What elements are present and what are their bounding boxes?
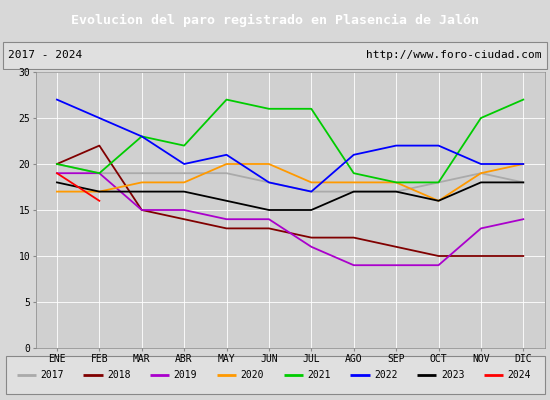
Text: 2022: 2022 — [374, 370, 398, 380]
Text: 2017 - 2024: 2017 - 2024 — [8, 50, 82, 60]
Text: 2019: 2019 — [174, 370, 197, 380]
Text: 2020: 2020 — [240, 370, 264, 380]
Text: Evolucion del paro registrado en Plasencia de Jalón: Evolucion del paro registrado en Plasenc… — [71, 14, 479, 26]
Text: 2021: 2021 — [307, 370, 331, 380]
Text: http://www.foro-ciudad.com: http://www.foro-ciudad.com — [366, 50, 542, 60]
Text: 2017: 2017 — [40, 370, 64, 380]
FancyBboxPatch shape — [3, 42, 547, 68]
FancyBboxPatch shape — [6, 356, 544, 394]
Text: 2024: 2024 — [508, 370, 531, 380]
Text: 2023: 2023 — [441, 370, 464, 380]
Text: 2018: 2018 — [107, 370, 130, 380]
